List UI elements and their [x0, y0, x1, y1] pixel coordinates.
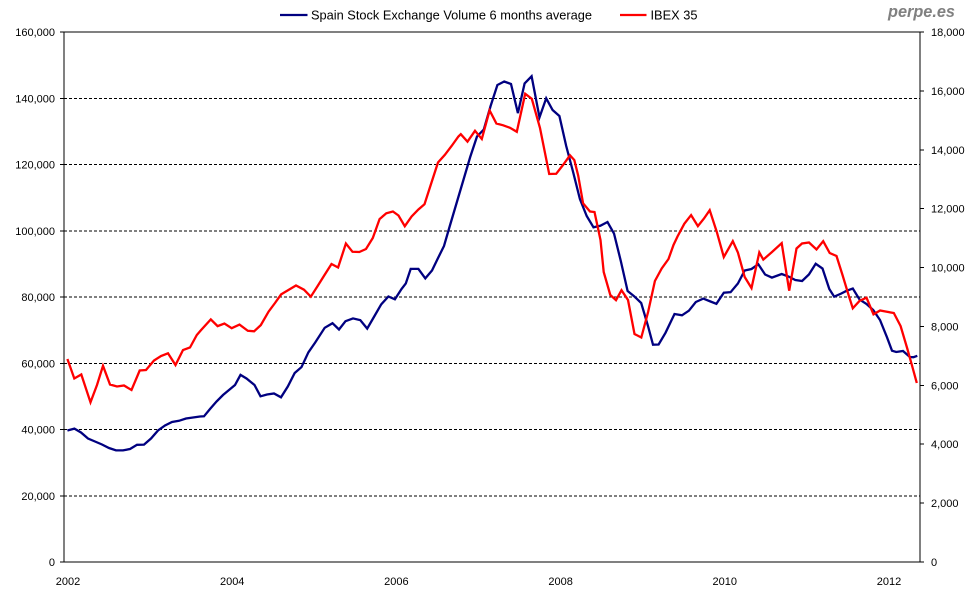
svg-text:Spain Stock Exchange Volume 6: Spain Stock Exchange Volume 6 months ave…	[311, 8, 592, 23]
svg-text:2006: 2006	[384, 576, 408, 588]
svg-text:2004: 2004	[220, 576, 244, 588]
svg-text:2,000: 2,000	[931, 498, 959, 510]
svg-text:0: 0	[49, 557, 55, 569]
svg-text:140,000: 140,000	[15, 93, 55, 105]
svg-text:IBEX 35: IBEX 35	[651, 8, 698, 23]
svg-text:14,000: 14,000	[931, 145, 965, 157]
svg-text:2008: 2008	[548, 576, 572, 588]
svg-text:16,000: 16,000	[931, 86, 965, 98]
svg-text:4,000: 4,000	[931, 439, 959, 451]
svg-text:20,000: 20,000	[21, 491, 55, 503]
svg-text:100,000: 100,000	[15, 226, 55, 238]
svg-text:120,000: 120,000	[15, 160, 55, 172]
svg-text:perpe.es: perpe.es	[887, 3, 955, 21]
svg-text:2002: 2002	[56, 576, 80, 588]
svg-text:40,000: 40,000	[21, 425, 55, 437]
svg-text:18,000: 18,000	[931, 27, 965, 39]
svg-text:8,000: 8,000	[931, 321, 959, 333]
svg-text:2012: 2012	[877, 576, 901, 588]
svg-text:10,000: 10,000	[931, 263, 965, 275]
svg-text:160,000: 160,000	[15, 27, 55, 39]
svg-text:0: 0	[931, 557, 937, 569]
svg-text:6,000: 6,000	[931, 380, 959, 392]
svg-text:12,000: 12,000	[931, 204, 965, 216]
svg-text:2010: 2010	[713, 576, 737, 588]
svg-text:80,000: 80,000	[21, 292, 55, 304]
svg-text:60,000: 60,000	[21, 358, 55, 370]
